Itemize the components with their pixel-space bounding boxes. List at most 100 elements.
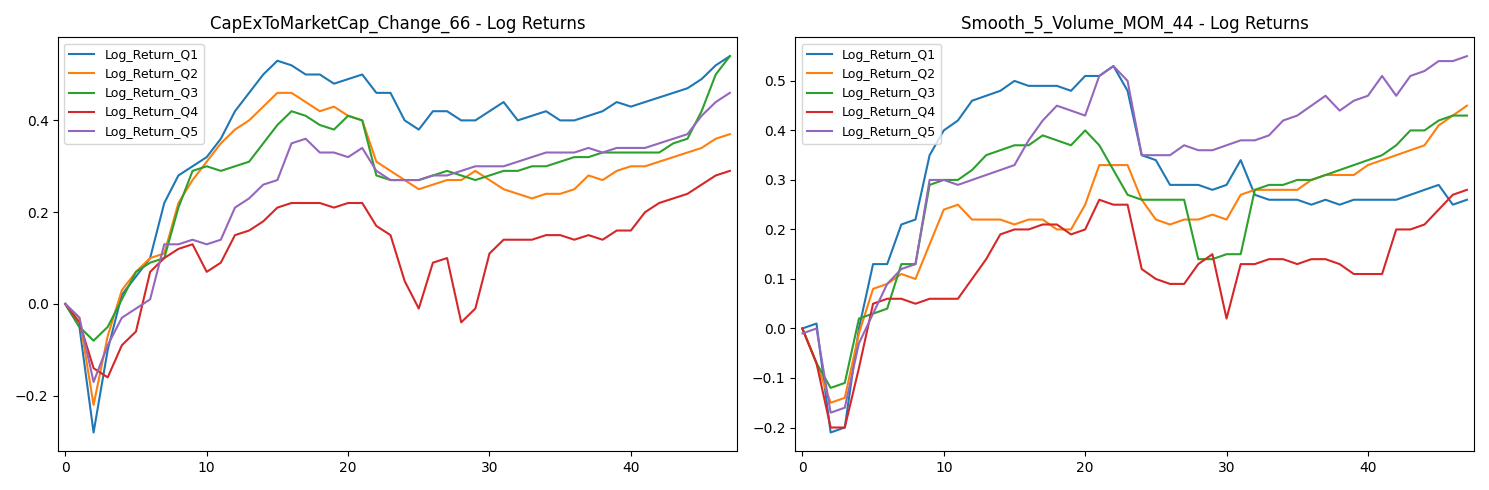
Log_Return_Q4 xyxy=(1288,261,1306,267)
Log_Return_Q1 xyxy=(170,172,188,178)
Log_Return_Q3 xyxy=(692,108,710,114)
Log_Return_Q1 xyxy=(409,126,427,132)
Log_Return_Q3 xyxy=(1077,127,1094,133)
Log_Return_Q4 xyxy=(1401,226,1419,232)
Line: Log_Return_Q3: Log_Return_Q3 xyxy=(803,116,1467,388)
Log_Return_Q3 xyxy=(1359,157,1377,163)
Log_Return_Q5 xyxy=(1203,147,1221,153)
Log_Return_Q1 xyxy=(396,118,414,123)
Log_Return_Q1 xyxy=(1331,202,1349,208)
Log_Return_Q3 xyxy=(127,269,144,275)
Log_Return_Q1 xyxy=(794,325,812,331)
Log_Return_Q2 xyxy=(255,104,272,110)
Log_Return_Q3 xyxy=(608,149,625,155)
Log_Return_Q1 xyxy=(481,108,499,114)
Line: Log_Return_Q5: Log_Return_Q5 xyxy=(803,56,1467,413)
Log_Return_Q5 xyxy=(438,172,456,178)
Log_Return_Q4 xyxy=(198,269,216,275)
Log_Return_Q5 xyxy=(977,172,995,178)
Log_Return_Q2 xyxy=(1231,192,1249,198)
Log_Return_Q2 xyxy=(211,141,229,147)
Log_Return_Q5 xyxy=(1288,113,1306,119)
Line: Log_Return_Q1: Log_Return_Q1 xyxy=(66,56,730,433)
Log_Return_Q1 xyxy=(85,430,103,436)
Log_Return_Q2 xyxy=(566,186,584,192)
Log_Return_Q2 xyxy=(707,136,725,142)
Log_Return_Q5 xyxy=(1118,78,1136,84)
Log_Return_Q4 xyxy=(636,209,654,215)
Log_Return_Q1 xyxy=(707,62,725,68)
Log_Return_Q4 xyxy=(170,246,188,252)
Log_Return_Q2 xyxy=(1416,142,1434,148)
Log_Return_Q3 xyxy=(283,108,301,114)
Log_Return_Q4 xyxy=(381,232,399,238)
Log_Return_Q5 xyxy=(1373,73,1391,79)
Log_Return_Q1 xyxy=(1218,182,1236,188)
Log_Return_Q5 xyxy=(594,149,612,155)
Log_Return_Q4 xyxy=(1033,221,1051,227)
Log_Return_Q2 xyxy=(70,315,88,320)
Log_Return_Q5 xyxy=(198,242,216,247)
Log_Return_Q5 xyxy=(283,141,301,147)
Log_Return_Q4 xyxy=(1147,276,1164,282)
Log_Return_Q4 xyxy=(664,196,682,201)
Log_Return_Q4 xyxy=(396,278,414,284)
Log_Return_Q5 xyxy=(268,177,286,183)
Log_Return_Q4 xyxy=(651,200,669,206)
Log_Return_Q4 xyxy=(1062,231,1080,237)
Log_Return_Q5 xyxy=(1133,152,1151,158)
Log_Return_Q2 xyxy=(1090,162,1108,168)
Log_Return_Q1 xyxy=(1161,182,1179,188)
Log_Return_Q4 xyxy=(1161,281,1179,287)
Log_Return_Q3 xyxy=(170,205,188,211)
Log_Return_Q3 xyxy=(977,152,995,158)
Log_Return_Q1 xyxy=(1316,197,1334,203)
Log_Return_Q4 xyxy=(1175,281,1193,287)
Log_Return_Q2 xyxy=(579,172,597,178)
Log_Return_Q5 xyxy=(141,296,159,302)
Log_Return_Q3 xyxy=(1260,182,1278,188)
Log_Return_Q5 xyxy=(1246,137,1264,143)
Log_Return_Q3 xyxy=(268,122,286,128)
Log_Return_Q3 xyxy=(1303,177,1321,183)
Log_Return_Q4 xyxy=(1388,226,1406,232)
Log_Return_Q3 xyxy=(651,149,669,155)
Log_Return_Q2 xyxy=(538,191,555,197)
Log_Return_Q5 xyxy=(1005,162,1023,168)
Log_Return_Q2 xyxy=(409,186,427,192)
Log_Return_Q5 xyxy=(211,237,229,243)
Log_Return_Q1 xyxy=(339,76,357,82)
Log_Return_Q3 xyxy=(368,172,386,178)
Log_Return_Q5 xyxy=(255,182,272,188)
Log_Return_Q5 xyxy=(551,149,569,155)
Log_Return_Q5 xyxy=(1260,132,1278,138)
Log_Return_Q5 xyxy=(381,177,399,183)
Log_Return_Q1 xyxy=(1401,192,1419,198)
Log_Return_Q3 xyxy=(1105,167,1123,173)
Log_Return_Q2 xyxy=(920,242,938,247)
Log_Return_Q1 xyxy=(494,99,512,105)
Log_Return_Q5 xyxy=(1444,58,1462,64)
Log_Return_Q2 xyxy=(935,207,953,213)
Log_Return_Q4 xyxy=(1231,261,1249,267)
Log_Return_Q1 xyxy=(1062,88,1080,94)
Log_Return_Q2 xyxy=(1316,172,1334,178)
Log_Return_Q1 xyxy=(579,113,597,119)
Log_Return_Q4 xyxy=(594,237,612,243)
Log_Return_Q1 xyxy=(892,221,910,227)
Log_Return_Q1 xyxy=(424,108,442,114)
Log_Return_Q3 xyxy=(85,338,103,343)
Log_Return_Q1 xyxy=(1288,197,1306,203)
Log_Return_Q2 xyxy=(907,276,925,282)
Log_Return_Q2 xyxy=(353,118,371,123)
Log_Return_Q4 xyxy=(1020,226,1038,232)
Log_Return_Q4 xyxy=(1359,271,1377,277)
Log_Return_Q3 xyxy=(1458,113,1476,119)
Log_Return_Q3 xyxy=(339,113,357,119)
Log_Return_Q1 xyxy=(1458,197,1476,203)
Log_Return_Q5 xyxy=(226,205,244,211)
Log_Return_Q4 xyxy=(850,365,868,371)
Log_Return_Q4 xyxy=(907,301,925,307)
Log_Return_Q5 xyxy=(1020,137,1038,143)
Log_Return_Q2 xyxy=(807,360,825,366)
